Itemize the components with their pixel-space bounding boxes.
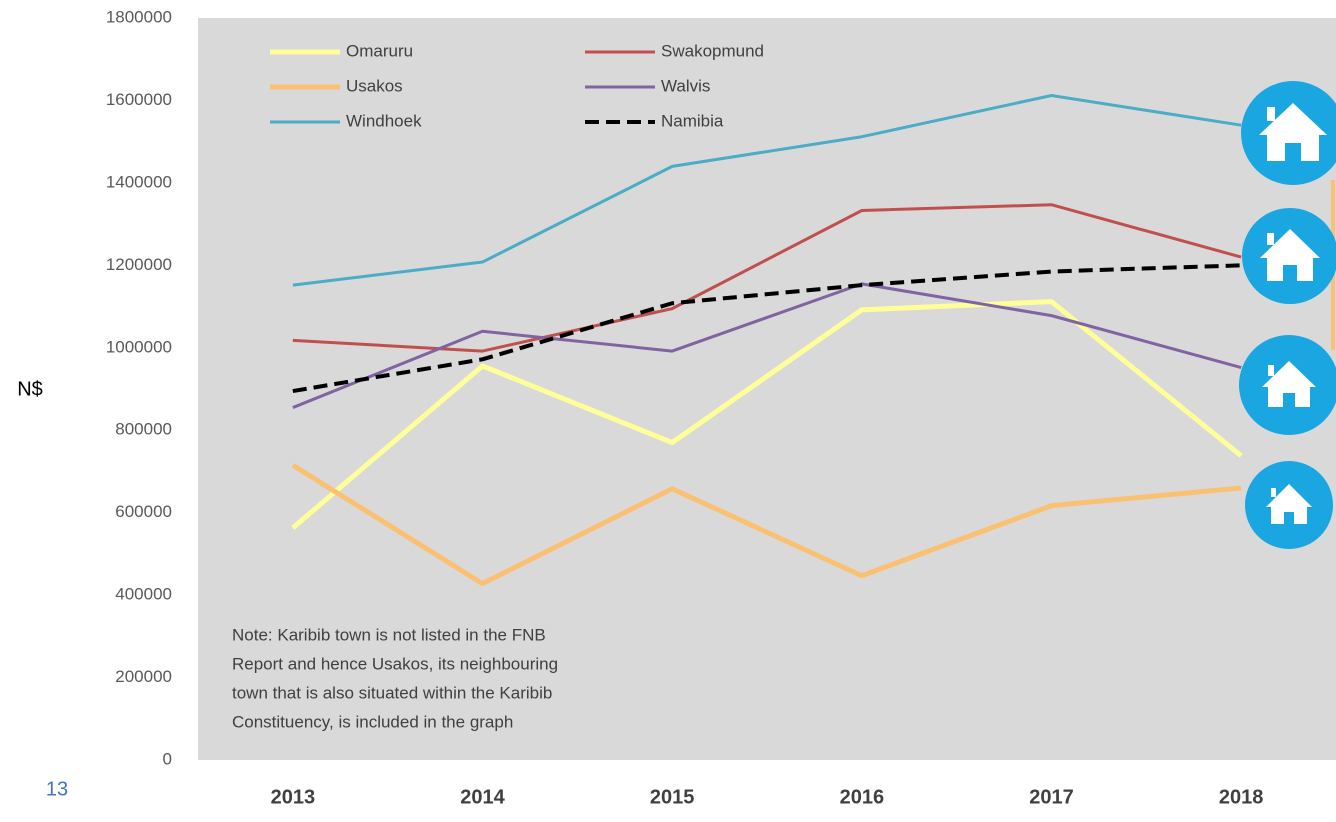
series-line [292,263,1242,394]
series-line [292,282,1242,409]
legend-label: Namibia [661,111,724,130]
x-tick-label: 2018 [1219,786,1264,808]
page-number: 13 [46,778,68,800]
note-line: Constituency, is included in the graph [232,712,513,731]
series-line [292,93,1242,287]
x-tick-label: 2013 [271,786,316,808]
legend-label: Omaruru [346,41,413,60]
x-tick-label: 2015 [650,786,695,808]
legend-label: Windhoek [346,111,422,130]
y-tick-label: 1600000 [106,90,172,109]
series-line [291,463,1242,587]
y-tick-label: 1000000 [106,337,172,356]
note-line: Note: Karibib town is not listed in the … [232,625,546,644]
y-tick-label: 800000 [115,420,172,439]
y-tick-label: 400000 [115,585,172,604]
series-line [291,299,1243,530]
y-tick-label: 0 [163,749,172,768]
x-tick-label: 2014 [460,786,505,808]
legend-label: Swakopmund [661,41,764,60]
y-tick-label: 600000 [115,502,172,521]
y-tick-label: 1800000 [106,7,172,26]
legend-label: Usakos [346,76,403,95]
x-tick-label: 2017 [1029,786,1074,808]
x-tick-label: 2016 [840,786,885,808]
note-line: Report and hence Usakos, its neighbourin… [232,654,558,673]
y-tick-label: 1400000 [106,172,172,191]
series-line [292,203,1242,353]
y-tick-label: 200000 [115,667,172,686]
y-tick-label: 1200000 [106,255,172,274]
legend-label: Walvis [661,76,710,95]
house-icons [1239,81,1336,549]
plot-area [198,18,1336,760]
note-line: town that is also situated within the Ka… [232,683,552,702]
y-axis-label: N$ [17,378,43,400]
